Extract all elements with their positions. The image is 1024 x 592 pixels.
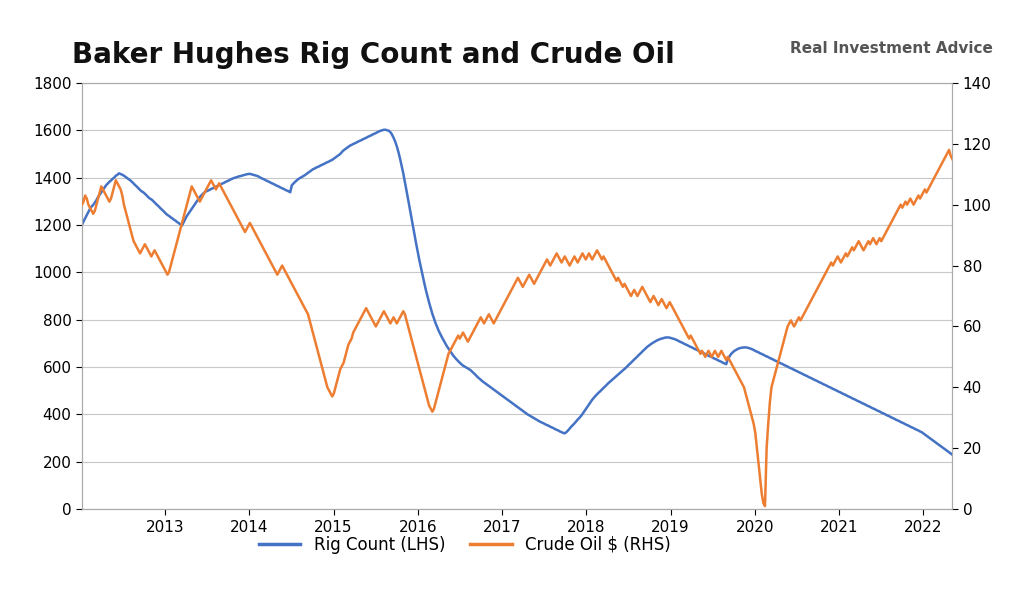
Legend: Rig Count (LHS), Crude Oil $ (RHS): Rig Count (LHS), Crude Oil $ (RHS): [252, 529, 678, 561]
Text: Real Investment Advice: Real Investment Advice: [791, 41, 993, 56]
Text: Baker Hughes Rig Count and Crude Oil: Baker Hughes Rig Count and Crude Oil: [72, 41, 675, 69]
